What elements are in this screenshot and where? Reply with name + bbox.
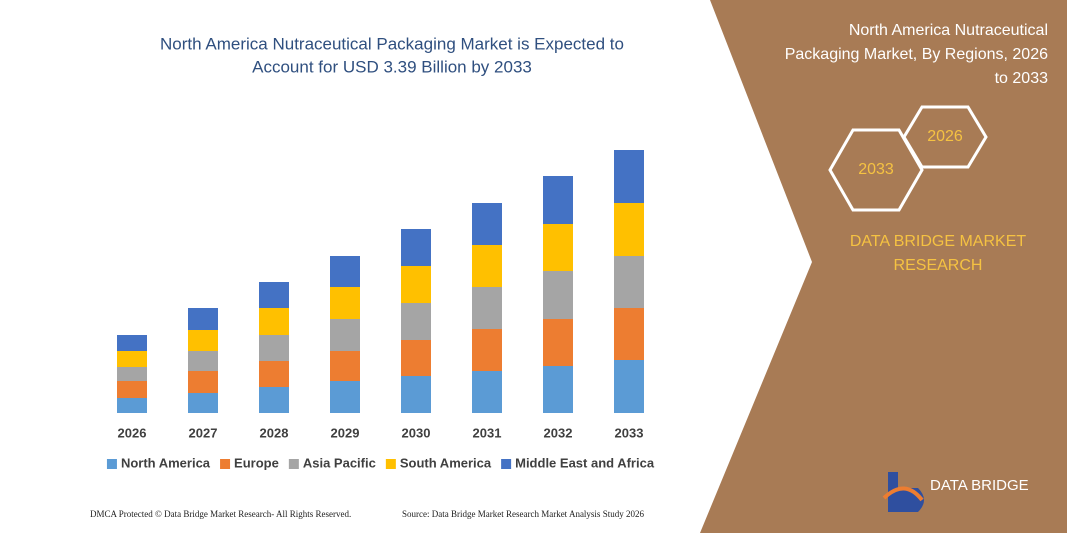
panel-title: North America Nutraceutical [849,22,1048,39]
bar-segment [117,335,147,351]
bar-segment [259,335,289,361]
x-tick-label: 2032 [544,425,573,440]
hex-label: 2026 [927,128,963,145]
bar-segment [259,308,289,335]
bar-segment [401,376,431,413]
bar-segment [188,351,218,371]
bar-segment [614,256,644,308]
legend: North America Europe Asia Pacific South Ame… [106,455,655,470]
bar-segment [330,381,360,413]
x-tick-label: 2029 [331,425,360,440]
legend-swatch [220,459,231,469]
hexagon [902,105,988,169]
hexagon [828,128,924,212]
bar-segment [117,367,147,381]
legend-label: Asia Pacific [303,455,376,470]
bar-segment [614,150,644,203]
logo-swoosh [882,486,924,502]
bar-segment [401,340,431,376]
legend-swatch [106,459,117,469]
bar-segment [472,203,502,245]
bar-segment [188,330,218,351]
chart-title: Account for USD 3.39 Billion by 2033 [252,57,532,76]
bar-segment [259,387,289,413]
bar-segment [259,361,289,387]
bar-segment [543,176,573,224]
logo: DATA BRIDGE [882,472,1029,512]
bar-segment [330,287,360,319]
bar-segment [188,393,218,413]
bar-segment [117,398,147,413]
x-tick-label: 2027 [189,425,218,440]
legend-swatch [288,459,299,469]
panel-title: to 2033 [995,70,1048,87]
legend-swatch [501,459,512,469]
footer-left: DMCA Protected © Data Bridge Market Rese… [90,509,351,519]
panel-title: Packaging Market, By Regions, 2026 [785,46,1048,63]
bar-segment [401,229,431,266]
bar-segment [543,319,573,366]
x-tick-label: 2026 [118,425,147,440]
x-tick-label: 2031 [473,425,502,440]
side-panel [700,0,1067,533]
hex-label: 2033 [858,161,894,178]
bar-segment [614,360,644,413]
bar-segment [117,351,147,367]
legend-label: Middle East and Africa [515,455,655,470]
bar-segment [330,351,360,381]
bar-segment [188,308,218,330]
bar-segment [472,245,502,287]
legend-label: South America [400,455,492,470]
bar-segment [472,287,502,329]
bar-segment [330,319,360,351]
bar-segment [401,266,431,303]
bar-segment [614,203,644,256]
panel-brand: DATA BRIDGE MARKET [850,233,1027,250]
plot: 2026 2027 2028 2029 2030 2031 2032 2033 North Am… [106,150,655,470]
bar-segment [259,282,289,308]
x-tick-label: 2028 [260,425,289,440]
footer-right: Source: Data Bridge Market Research Mark… [402,509,644,519]
logo-text: DATA BRIDGE [930,477,1029,494]
bar-segment [472,329,502,371]
bar-segment [188,371,218,393]
panel-brand: RESEARCH [894,257,983,274]
legend-swatch [385,459,396,469]
bar-segment [614,308,644,360]
legend-label: North America [121,455,211,470]
bar-segment [472,371,502,413]
bar-segment [330,256,360,287]
bar-segment [543,224,573,271]
logo-mark [888,472,924,512]
x-tick-label: 2030 [402,425,431,440]
bar-segment [401,303,431,340]
bar-segment [117,381,147,398]
chart-title: North America Nutraceutical Packaging Ma… [160,34,624,53]
legend-label: Europe [234,455,279,470]
x-tick-label: 2033 [615,425,644,440]
bar-segment [543,366,573,413]
bar-segment [543,271,573,319]
